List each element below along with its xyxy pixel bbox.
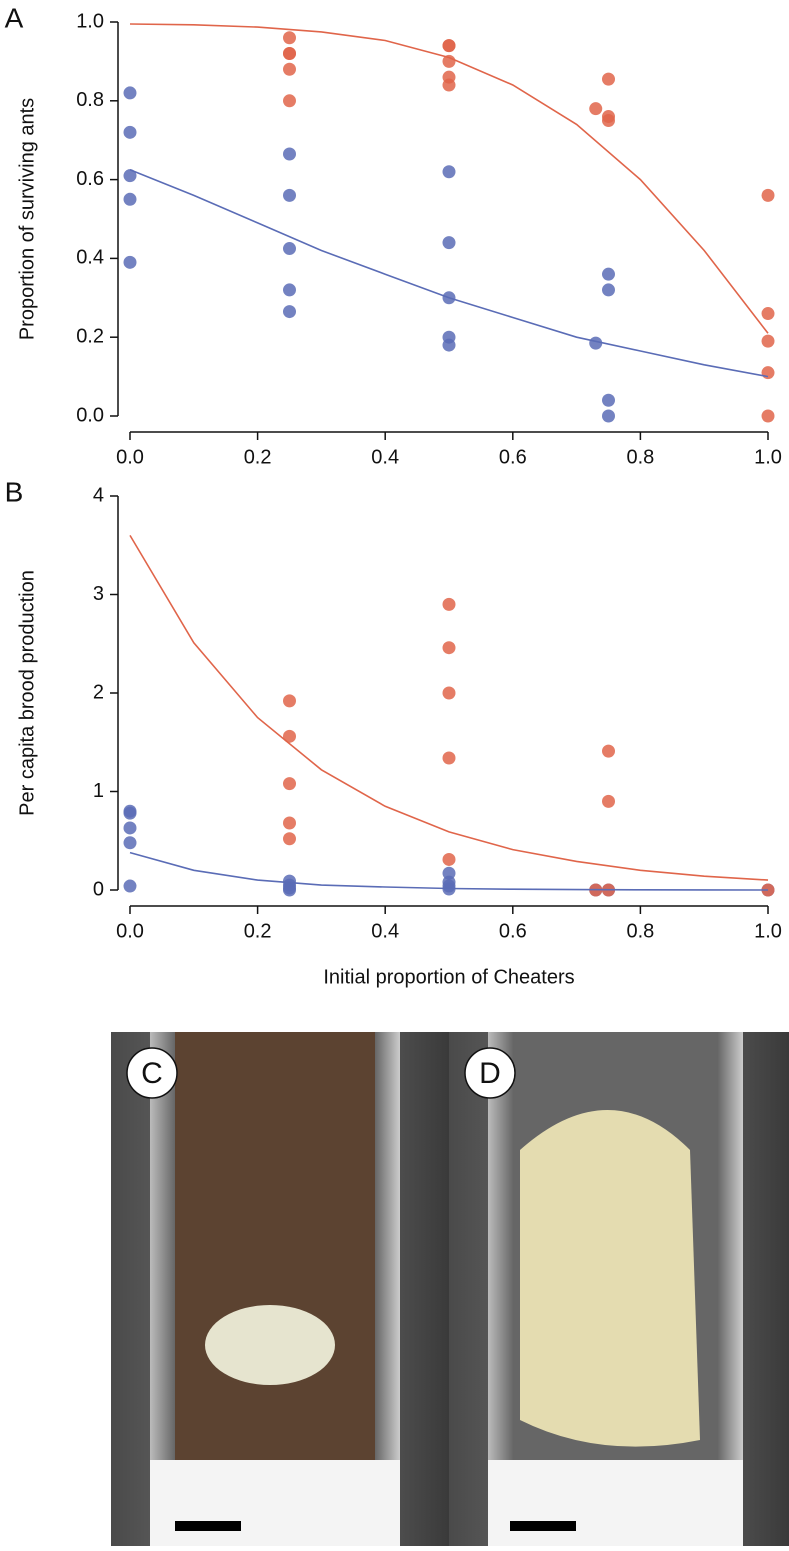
y-tick-label: 0.0 bbox=[76, 404, 104, 426]
photo-d: D bbox=[449, 1032, 789, 1546]
data-point bbox=[602, 267, 615, 281]
data-point bbox=[602, 114, 615, 127]
x-tick-label: 0.2 bbox=[244, 920, 272, 942]
data-point bbox=[761, 366, 775, 380]
x-tick-label: 0.8 bbox=[626, 446, 654, 468]
data-point bbox=[123, 86, 137, 100]
data-point bbox=[123, 836, 137, 850]
data-point bbox=[283, 729, 296, 743]
fit-line bbox=[129, 851, 769, 891]
data-point bbox=[602, 393, 615, 407]
y-tick-label: 0.4 bbox=[76, 247, 104, 269]
data-point bbox=[283, 832, 296, 846]
data-point bbox=[283, 47, 296, 61]
x-axis-label: Initial proportion of Cheaters bbox=[323, 966, 574, 988]
data-point bbox=[442, 597, 456, 611]
data-point bbox=[283, 694, 296, 708]
y-tick-label: 1.0 bbox=[76, 10, 104, 32]
x-tick-label: 1.0 bbox=[754, 446, 782, 468]
data-point bbox=[123, 192, 137, 206]
data-point bbox=[761, 409, 775, 423]
data-point bbox=[123, 125, 137, 139]
x-tick-label: 0.0 bbox=[116, 920, 144, 942]
fit-line bbox=[129, 23, 769, 334]
data-point bbox=[602, 794, 615, 808]
photo-label: D bbox=[479, 1057, 501, 1090]
x-tick-label: 0.4 bbox=[371, 920, 399, 942]
data-point bbox=[442, 236, 456, 250]
photo-label: C bbox=[141, 1057, 163, 1090]
y-axis-label: Proportion of surviving ants bbox=[16, 98, 38, 340]
y-tick-label: 1 bbox=[93, 780, 104, 802]
data-point bbox=[123, 821, 137, 835]
data-point bbox=[283, 147, 296, 161]
data-point bbox=[442, 78, 456, 92]
data-point bbox=[283, 283, 296, 297]
data-point bbox=[442, 338, 456, 352]
data-point bbox=[602, 744, 615, 758]
data-point bbox=[283, 62, 296, 76]
photo-c: C bbox=[111, 1032, 449, 1546]
data-point bbox=[442, 686, 456, 700]
data-point bbox=[442, 165, 456, 179]
data-point bbox=[602, 283, 615, 297]
data-point bbox=[283, 242, 296, 256]
data-point bbox=[283, 305, 296, 319]
data-point bbox=[283, 94, 296, 108]
data-point bbox=[123, 255, 137, 269]
y-tick-label: 4 bbox=[93, 484, 104, 506]
data-point bbox=[761, 307, 775, 321]
x-tick-label: 0.2 bbox=[244, 446, 272, 468]
data-point bbox=[602, 72, 615, 86]
data-point bbox=[123, 169, 137, 183]
x-tick-label: 1.0 bbox=[754, 920, 782, 942]
data-point bbox=[123, 806, 137, 820]
data-point bbox=[442, 641, 456, 655]
data-point bbox=[602, 409, 615, 423]
data-point bbox=[589, 102, 603, 116]
data-point bbox=[283, 883, 296, 897]
data-point bbox=[283, 188, 296, 202]
panel-label: B bbox=[5, 476, 24, 507]
data-point bbox=[442, 751, 456, 765]
fit-line bbox=[129, 169, 769, 378]
y-tick-label: 0 bbox=[93, 878, 104, 900]
x-tick-label: 0.6 bbox=[499, 920, 527, 942]
y-tick-label: 2 bbox=[93, 681, 104, 703]
y-tick-label: 3 bbox=[93, 583, 104, 605]
x-tick-label: 0.8 bbox=[626, 920, 654, 942]
data-point bbox=[442, 39, 456, 53]
data-point bbox=[283, 31, 296, 45]
x-tick-label: 0.4 bbox=[371, 446, 399, 468]
data-point bbox=[283, 816, 296, 830]
data-point bbox=[123, 879, 137, 893]
x-tick-label: 0.6 bbox=[499, 446, 527, 468]
data-point bbox=[442, 852, 456, 866]
y-tick-label: 0.2 bbox=[76, 325, 104, 347]
fit-line bbox=[129, 534, 769, 881]
data-point bbox=[761, 188, 775, 202]
data-point bbox=[283, 777, 296, 791]
y-axis-label: Per capita brood production bbox=[16, 570, 38, 816]
data-point bbox=[761, 334, 775, 348]
y-tick-label: 0.6 bbox=[76, 168, 104, 190]
y-tick-label: 0.8 bbox=[76, 89, 104, 111]
x-tick-label: 0.0 bbox=[116, 446, 144, 468]
panel-label: A bbox=[5, 2, 24, 33]
